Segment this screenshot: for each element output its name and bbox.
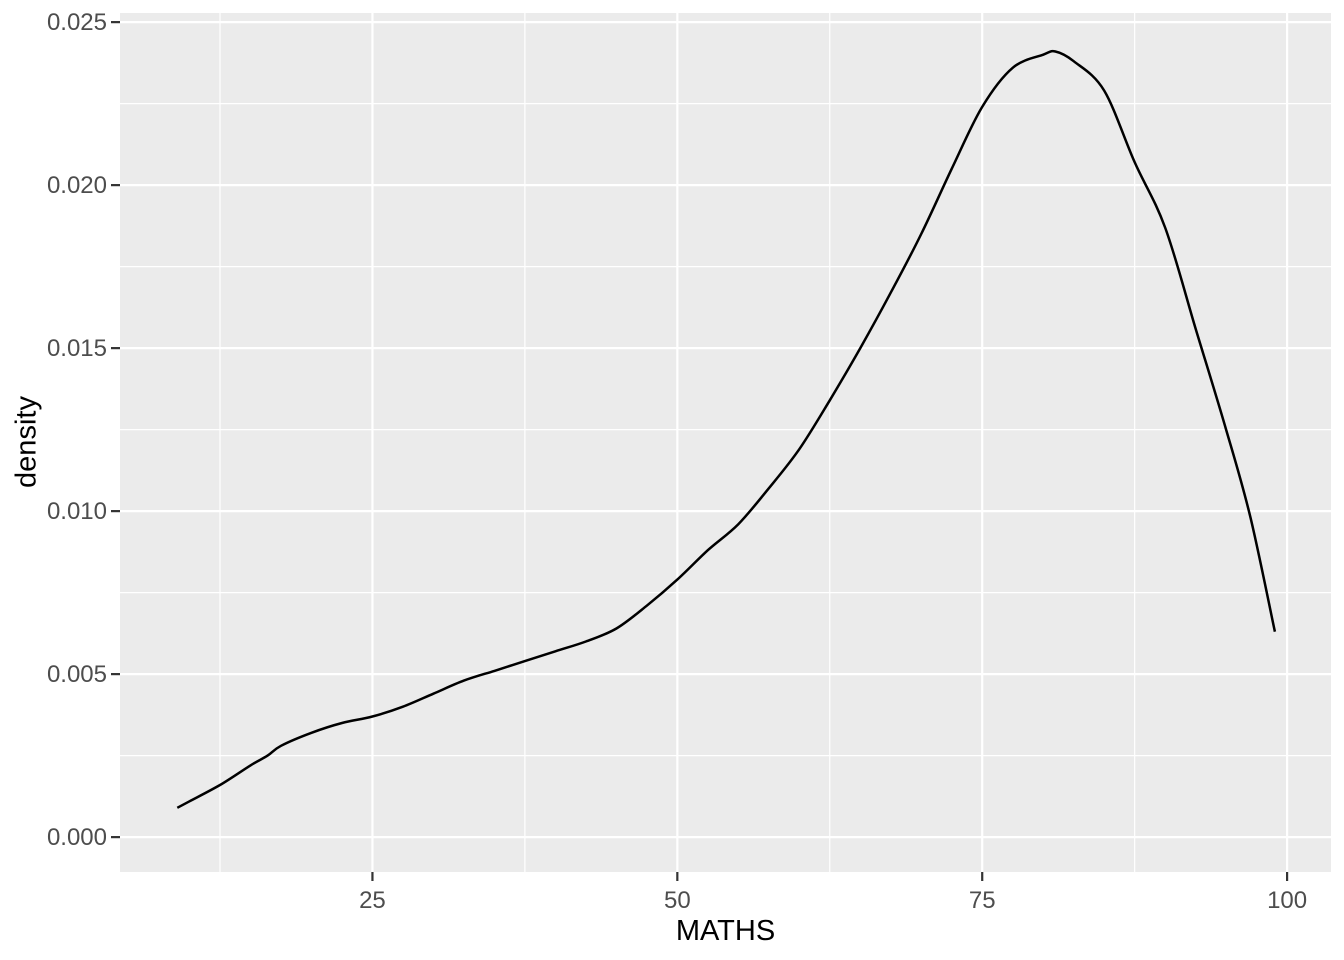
panel-background: [120, 13, 1331, 872]
x-tick-label: 75: [969, 887, 996, 914]
density-curve: [176, 49, 1277, 809]
y-tick-label: 0.025: [47, 9, 107, 36]
y-axis-title: density: [10, 396, 43, 488]
y-tick-label: 0.000: [47, 824, 107, 851]
x-tick-label: 100: [1267, 887, 1307, 914]
x-tick-label: 25: [359, 887, 386, 914]
x-axis-title: MATHS: [675, 915, 776, 947]
x-tick-label: 50: [664, 887, 691, 914]
y-tick-label: 0.020: [47, 172, 107, 199]
y-tick-label: 0.010: [47, 498, 107, 525]
y-tick-label: 0.005: [47, 661, 107, 688]
y-tick-label: 0.015: [47, 335, 107, 362]
